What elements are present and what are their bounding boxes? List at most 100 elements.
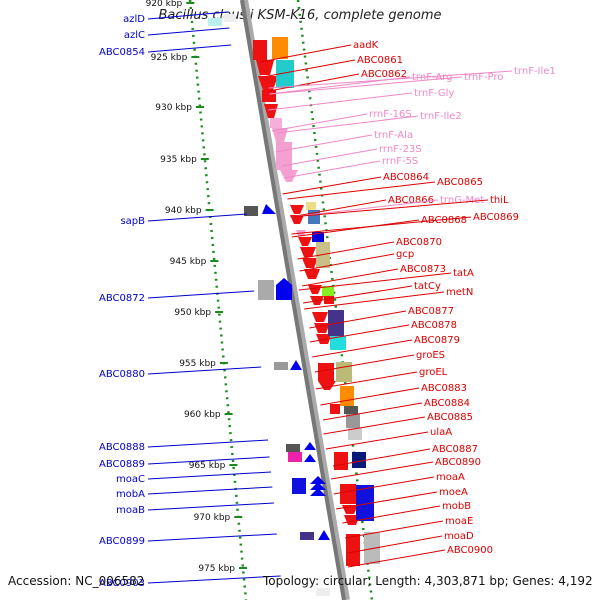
label-leader	[147, 439, 269, 448]
label-leader	[147, 502, 274, 511]
label-leader	[322, 402, 423, 421]
label-leader	[309, 310, 407, 329]
label-leader	[315, 371, 418, 390]
topology-text: Topology: circular; Length: 4,303,871 bp…	[263, 574, 593, 588]
gene-block	[352, 452, 366, 468]
kbp-label: 945 kbp	[170, 257, 207, 267]
gene-arrow	[302, 258, 318, 268]
reverse-strand-features	[253, 37, 380, 566]
rna-arrow	[280, 170, 298, 182]
rna-block	[270, 118, 282, 128]
label-leader	[260, 44, 352, 63]
gene-block	[336, 362, 352, 382]
label-leader	[342, 505, 441, 524]
genome-axis	[240, 0, 346, 600]
accession-text: Accession: NC_006582	[8, 574, 145, 588]
label-leader	[147, 11, 229, 20]
label-leader	[276, 115, 419, 134]
rna-label: rrnF-23S	[379, 144, 422, 155]
gene-arrow	[310, 482, 326, 490]
gene-block	[316, 588, 330, 596]
gene-block	[312, 232, 324, 242]
kbp-label: 975 kbp	[198, 564, 235, 574]
gene-label: ABC0872	[99, 293, 145, 304]
gene-block	[262, 90, 276, 102]
label-leader	[282, 176, 382, 195]
label-leader	[291, 216, 472, 235]
gene-label: thiL	[490, 195, 509, 206]
gene-label: ABC0868	[421, 215, 467, 226]
rna-label: trnF-Ala	[374, 130, 413, 141]
kbp-scale: 920 kbp 925 kbp 930 kbp 935 kbp 940 kbp 945 k…	[146, 0, 248, 574]
gene-arrow	[308, 285, 322, 294]
gene-label: ABC0869	[473, 212, 519, 223]
gene-arrow	[256, 60, 274, 75]
gene-label: aadK	[353, 40, 379, 51]
label-leader	[147, 486, 273, 495]
rna-label: trnF-Gly	[414, 88, 454, 99]
gene-block	[346, 414, 360, 428]
gene-arrow	[316, 334, 332, 344]
gene-label: sapB	[120, 216, 145, 227]
gene-label: moaC	[116, 474, 145, 485]
right-gene-labels: aadK ABC0861 ABC0862 trnF-Arg trnF-Pro trnF-I…	[260, 40, 556, 568]
gene-label: moeA	[439, 487, 468, 498]
label-leader	[325, 431, 429, 450]
gene-label: ABC0885	[427, 412, 473, 423]
gene-label: ABC0864	[383, 172, 429, 183]
gene-label: ABC0889	[99, 459, 145, 470]
gene-label: ABC0854	[99, 47, 145, 58]
gene-block	[288, 452, 302, 462]
gene-label: ABC0877	[408, 306, 454, 317]
label-leader	[268, 73, 360, 92]
label-leader	[147, 471, 272, 480]
kbp-label: 950 kbp	[174, 308, 211, 318]
label-leader	[333, 476, 435, 495]
gene-label: ulaA	[430, 427, 452, 438]
gene-arrow	[276, 278, 292, 300]
gene-label: moaB	[116, 505, 145, 516]
gene-label: moaE	[445, 516, 473, 527]
label-leader	[147, 366, 262, 375]
gene-block	[346, 534, 360, 566]
gene-label: moaD	[444, 531, 474, 542]
gene-label: ABC0879	[414, 335, 460, 346]
gene-arrow	[304, 269, 320, 279]
label-leader	[347, 549, 446, 568]
gene-label: groES	[416, 350, 445, 361]
gene-arrow	[298, 237, 312, 246]
label-leader	[147, 27, 230, 36]
gene-block	[276, 60, 294, 88]
label-leader	[262, 59, 356, 78]
gene-label: moaA	[436, 472, 465, 483]
gene-block	[340, 386, 354, 406]
gene-label: ABC0866	[388, 195, 434, 206]
gene-block	[318, 363, 334, 381]
gene-label: ABC0870	[396, 237, 442, 248]
kbp-label: 925 kbp	[151, 53, 188, 63]
label-leader	[347, 535, 443, 554]
gene-arrow	[310, 476, 326, 484]
gene-arrow	[262, 204, 276, 214]
gene-block	[364, 532, 380, 564]
gene-arrow	[304, 442, 316, 450]
gene-arrow	[310, 488, 326, 496]
gene-block	[244, 206, 258, 216]
label-leader	[287, 181, 436, 200]
kbp-label: 965 kbp	[189, 461, 226, 471]
gene-label: azlC	[124, 30, 145, 41]
label-leader	[304, 291, 445, 310]
gene-block	[334, 452, 348, 470]
gene-block	[330, 336, 346, 350]
gene-label: metN	[446, 287, 473, 298]
label-leader	[344, 520, 444, 539]
label-leader	[302, 268, 399, 287]
gene-label: ABC0887	[432, 444, 478, 455]
label-leader	[269, 76, 463, 95]
gene-label: ABC0862	[361, 69, 407, 80]
gene-arrow	[300, 247, 316, 257]
gene-block	[274, 362, 288, 370]
gene-label: ABC0883	[421, 383, 467, 394]
kbp-label: 970 kbp	[194, 513, 231, 523]
label-leader	[147, 290, 255, 299]
